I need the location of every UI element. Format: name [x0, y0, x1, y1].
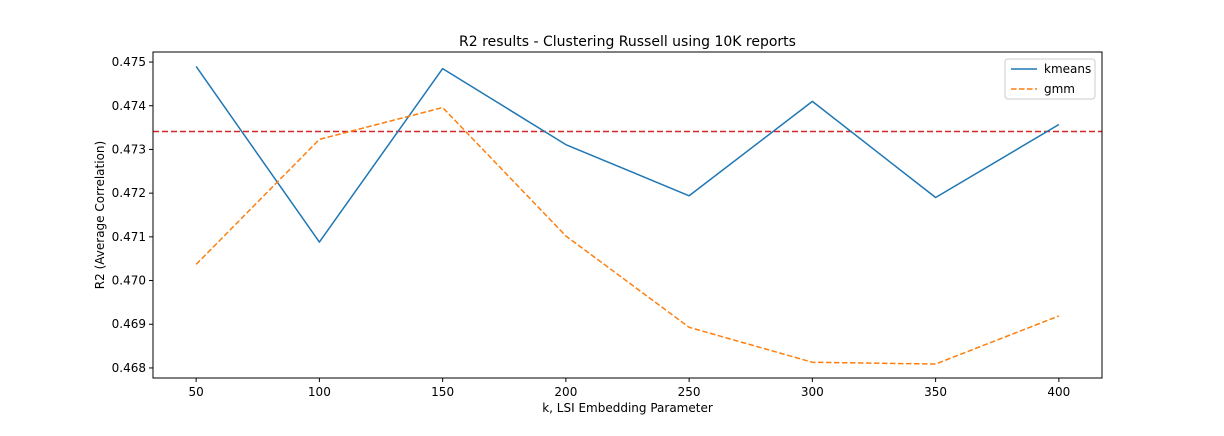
y-tick-label: 0.474 — [112, 99, 146, 113]
plot-background — [153, 52, 1102, 378]
x-tick-label: 400 — [1047, 385, 1070, 399]
x-tick-label: 250 — [678, 385, 701, 399]
y-tick-label: 0.472 — [112, 186, 146, 200]
legend: kmeans gmm — [1005, 59, 1095, 99]
y-tick-label: 0.469 — [112, 317, 146, 331]
x-tick-label: 200 — [554, 385, 577, 399]
y-axis-ticks: 0.468 0.469 0.470 0.471 0.472 0.473 0.474 0.475 — [112, 55, 153, 375]
y-tick-label: 0.470 — [112, 274, 146, 288]
y-tick-label: 0.468 — [112, 361, 146, 375]
legend-label-kmeans: kmeans — [1044, 62, 1091, 76]
x-tick-label: 350 — [924, 385, 947, 399]
legend-label-gmm: gmm — [1044, 82, 1075, 96]
y-tick-label: 0.473 — [112, 142, 146, 156]
y-tick-label: 0.475 — [112, 55, 146, 69]
chart-title: R2 results - Clustering Russell using 10… — [459, 34, 796, 50]
x-axis-label: k, LSI Embedding Parameter — [542, 401, 713, 415]
y-axis-label: R2 (Average Correlation) — [93, 141, 107, 289]
x-axis-ticks: 50 100 150 200 250 300 350 400 — [188, 378, 1070, 399]
x-tick-label: 50 — [188, 385, 203, 399]
x-tick-label: 100 — [308, 385, 331, 399]
x-tick-label: 300 — [801, 385, 824, 399]
y-tick-label: 0.471 — [112, 230, 146, 244]
x-tick-label: 150 — [431, 385, 454, 399]
